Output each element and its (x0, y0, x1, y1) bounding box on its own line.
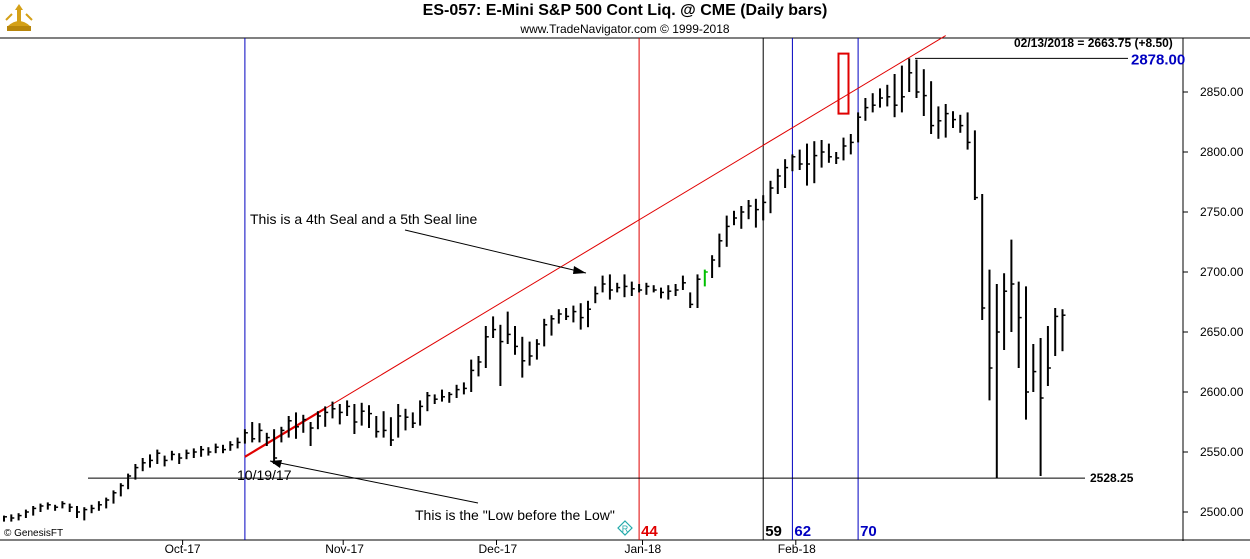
date-label-oct19: 10/19/17 (237, 467, 292, 483)
seal-trend-line-bold (244, 407, 326, 458)
low-annotation-arrow (269, 460, 479, 504)
seal-line-annotation: This is a 4th Seal and a 5th Seal line (250, 211, 477, 227)
svg-text:R: R (622, 524, 629, 534)
x-axis-tick-label: Jan-18 (625, 542, 662, 556)
chart-header: ES-057: E-Mini S&P 500 Cont Liq. @ CME (… (0, 0, 1250, 38)
y-axis-tick-label: 2850.00 (1200, 85, 1244, 99)
vline-blue-70-label: 70 (860, 523, 877, 540)
x-axis-tick-label: Feb-18 (778, 542, 816, 556)
chart-title: ES-057: E-Mini S&P 500 Cont Liq. @ CME (… (422, 2, 828, 19)
y-axis-tick-label: 2650.00 (1200, 325, 1244, 339)
x-axis-tick-label: Nov-17 (325, 542, 364, 556)
top-right-readout: 02/13/2018 = 2663.75 (+8.50) (1014, 36, 1173, 50)
x-axis-tick-label: Oct-17 (165, 542, 201, 556)
y-axis-tick-label: 2800.00 (1200, 145, 1244, 159)
x-axis-tick-label: Dec-17 (479, 542, 518, 556)
y-axis-tick-label: 2750.00 (1200, 205, 1244, 219)
y-axis-tick-label: 2500.00 (1200, 505, 1244, 519)
y-axis-tick-label: 2550.00 (1200, 445, 1244, 459)
vline-blue-62-label: 62 (794, 523, 811, 540)
genesis-watermark: © GenesisFT (4, 528, 63, 539)
low-line-label: 2528.25 (1090, 471, 1134, 485)
seal-annotation-arrow (404, 229, 587, 274)
y-axis-tick-label: 2700.00 (1200, 265, 1244, 279)
y-axis-tick-label: 2600.00 (1200, 385, 1244, 399)
highlight-box-high (837, 52, 850, 115)
low-before-low-annotation: This is the "Low before the Low" (415, 507, 615, 523)
chart-subtitle: www.TradeNavigator.com © 1999-2018 (520, 22, 730, 36)
seal-trend-line (244, 35, 946, 458)
r-marker-icon: R (617, 520, 633, 536)
trade-navigator-logo-icon (5, 4, 33, 31)
vline-red-44-label: 44 (641, 523, 658, 540)
high-line-label: 2878.00 (1131, 51, 1185, 68)
vline-black-59-label: 59 (765, 523, 782, 540)
